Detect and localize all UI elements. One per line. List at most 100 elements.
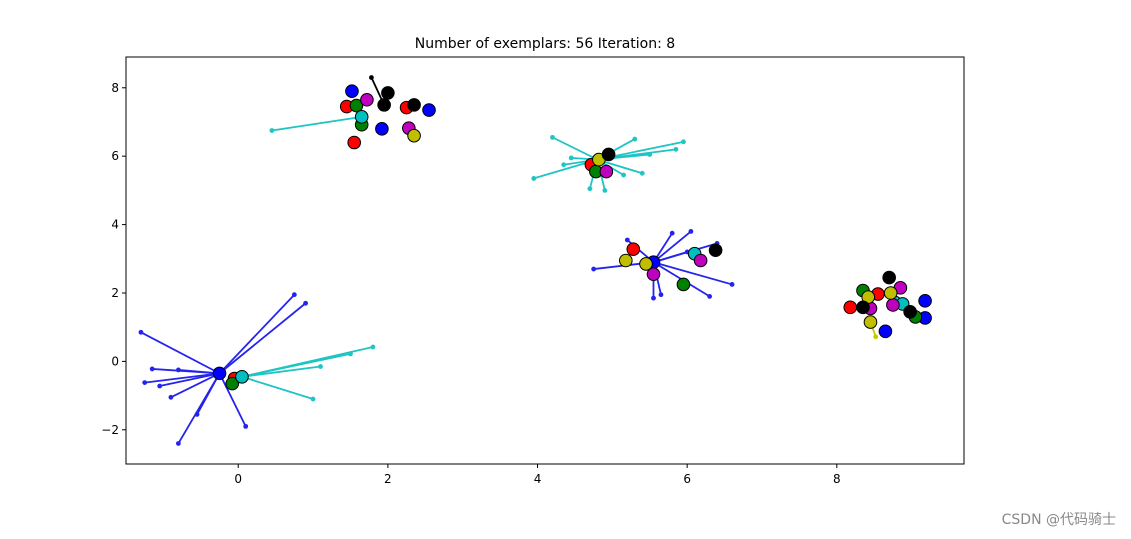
- member-point: [291, 292, 297, 298]
- exemplar-point: [843, 300, 858, 315]
- exemplar-point: [354, 110, 369, 124]
- exemplar-point: [646, 267, 661, 281]
- exemplar-point: [347, 135, 362, 150]
- x-tick-label: 8: [833, 472, 841, 486]
- exemplar-point: [903, 305, 917, 319]
- x-tick-label: 2: [384, 472, 392, 486]
- x-tick-label: 4: [534, 472, 542, 486]
- y-tick-label: 8: [111, 81, 119, 95]
- exemplar-point: [883, 286, 898, 300]
- exemplar-point: [693, 253, 708, 268]
- member-point: [138, 329, 144, 335]
- exemplar-point: [863, 315, 878, 329]
- exemplar-point: [918, 294, 932, 308]
- member-point: [149, 366, 155, 372]
- connection-line: [241, 365, 321, 378]
- y-tick-label: 6: [111, 149, 119, 163]
- exemplar-point: [856, 300, 870, 315]
- plot-frame: [125, 56, 965, 465]
- x-tick-label: 0: [234, 472, 242, 486]
- connection-line: [196, 372, 221, 415]
- connection-line: [140, 331, 220, 375]
- exemplar-point: [676, 277, 691, 292]
- connection-line: [552, 136, 598, 161]
- member-point: [370, 344, 376, 350]
- exemplar-point: [422, 103, 436, 117]
- exemplar-point: [360, 92, 374, 107]
- member-point: [142, 380, 148, 385]
- data-layer: [138, 75, 932, 446]
- member-point: [651, 295, 656, 301]
- member-point: [658, 292, 664, 298]
- connection-line: [653, 261, 733, 286]
- member-point: [531, 176, 537, 181]
- connection-line: [144, 372, 220, 384]
- member-point: [243, 423, 249, 429]
- exemplar-point: [708, 243, 723, 258]
- member-point: [729, 282, 735, 287]
- connection-line: [170, 372, 220, 399]
- member-point: [639, 170, 645, 176]
- member-point: [348, 351, 353, 357]
- member-point: [602, 187, 608, 193]
- member-point: [369, 75, 374, 80]
- exemplar-point: [619, 253, 633, 268]
- member-point: [621, 172, 626, 178]
- exemplar-point: [349, 98, 364, 113]
- member-point: [561, 162, 567, 168]
- member-point: [269, 128, 275, 133]
- exemplar-point: [345, 84, 359, 99]
- member-point: [157, 383, 163, 389]
- exemplar-point: [407, 128, 421, 143]
- exemplar-point: [225, 376, 240, 391]
- member-point: [550, 134, 555, 140]
- member-point: [587, 186, 593, 192]
- member-point: [632, 136, 638, 142]
- member-point: [873, 334, 879, 340]
- chart-title: Number of exemplars: 56 Iteration: 8: [415, 36, 675, 52]
- exemplar-point: [599, 164, 614, 179]
- member-point: [647, 152, 653, 157]
- y-tick-label: 2: [111, 286, 119, 300]
- watermark: CSDN @代码骑士: [1001, 512, 1116, 528]
- exemplar-point: [878, 324, 893, 339]
- connection-line: [218, 372, 247, 427]
- member-point: [568, 155, 574, 161]
- member-point: [168, 394, 174, 400]
- exemplar-point: [377, 98, 391, 112]
- member-point: [194, 412, 200, 417]
- member-point: [681, 139, 686, 145]
- member-point: [673, 146, 679, 152]
- member-point: [624, 237, 630, 243]
- connection-line: [159, 372, 220, 387]
- member-point: [175, 367, 181, 373]
- member-point: [707, 294, 713, 299]
- exemplar-point: [886, 298, 900, 312]
- member-point: [688, 229, 694, 234]
- member-point: [303, 300, 308, 306]
- member-point: [175, 441, 181, 446]
- exemplar-point: [235, 369, 249, 384]
- connection-line: [178, 369, 220, 375]
- exemplar-point: [375, 122, 389, 136]
- exemplar-point: [601, 147, 616, 162]
- connection-line: [241, 352, 351, 378]
- connection-line: [652, 230, 692, 263]
- exemplar-point: [882, 270, 896, 285]
- member-point: [669, 230, 675, 236]
- member-point: [591, 266, 597, 272]
- connection-line: [271, 115, 362, 132]
- exemplar-point: [212, 366, 227, 381]
- member-point: [310, 396, 316, 402]
- y-tick-label: −2: [101, 423, 119, 437]
- member-point: [318, 364, 323, 369]
- y-tick-label: 0: [111, 354, 119, 368]
- exemplar-point: [407, 98, 421, 112]
- y-tick-label: 4: [111, 218, 119, 232]
- axis-layer: 0 2 4 6 8 −2 0 2 4 6 8: [101, 81, 840, 486]
- x-tick-label: 6: [683, 472, 691, 486]
- exemplar-point: [381, 86, 395, 100]
- connection-line: [218, 294, 296, 374]
- exemplar-point: [626, 242, 641, 257]
